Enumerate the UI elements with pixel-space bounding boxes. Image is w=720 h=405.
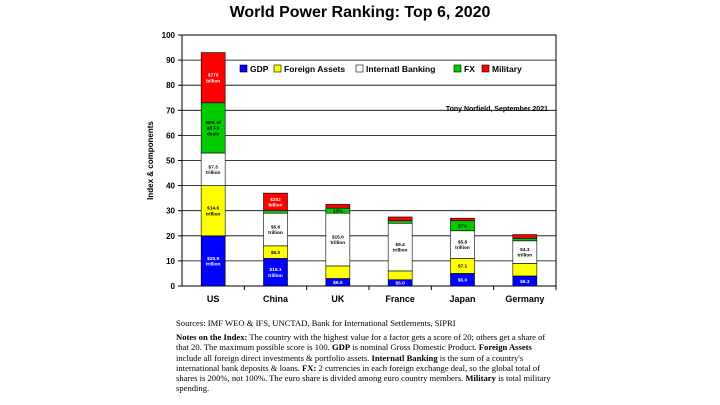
legend-label: Military bbox=[492, 64, 522, 74]
banking-def: is the sum of a country's international … bbox=[176, 352, 524, 373]
y-tick-label: 70 bbox=[166, 106, 175, 115]
data-label: $7.3 trillion bbox=[206, 164, 221, 176]
bar-segment bbox=[200, 235, 226, 287]
x-tick-label: Germany bbox=[505, 294, 544, 304]
sources-text: Sources: IMF WEO & IFS, UNCTAD, Bank for… bbox=[176, 318, 456, 328]
data-label: $6.3 bbox=[520, 279, 530, 285]
foreign-assets-term: Foreign Assets bbox=[478, 342, 532, 353]
data-label: $5.0 bbox=[395, 281, 405, 287]
bar-segment bbox=[387, 220, 413, 224]
bar-segment bbox=[512, 234, 538, 239]
legend-label: Foreign Assets bbox=[284, 64, 345, 74]
y-tick-label: 50 bbox=[166, 157, 175, 166]
data-label: $20.9 trillion bbox=[206, 256, 221, 268]
notes-intro: The country with the highest value for a… bbox=[176, 332, 546, 353]
bar-segment bbox=[325, 204, 351, 209]
legend-swatch bbox=[453, 64, 462, 73]
legend-label: FX bbox=[464, 64, 475, 74]
bar-segment bbox=[200, 102, 226, 154]
y-tick-label: 40 bbox=[166, 182, 175, 191]
bar-segment bbox=[387, 216, 413, 222]
bar-segment bbox=[325, 265, 351, 279]
x-tick-label: China bbox=[263, 294, 289, 304]
bar-segment bbox=[200, 52, 226, 104]
bar-segment bbox=[200, 185, 226, 237]
data-label: $5.8 trillion bbox=[455, 240, 470, 252]
data-label: $4.3 trillion bbox=[518, 247, 533, 259]
x-tick-label: US bbox=[207, 294, 220, 304]
legend-swatch bbox=[481, 64, 490, 73]
data-label: $5.0 bbox=[271, 250, 281, 256]
x-tick-label: France bbox=[385, 294, 415, 304]
data-label: 17% bbox=[458, 224, 468, 230]
y-tick-label: 90 bbox=[166, 56, 175, 65]
data-label: $14.6 trillion bbox=[206, 206, 221, 218]
fx-def: 2 currencies in each foreign exchange de… bbox=[176, 362, 540, 384]
y-tick-label: 80 bbox=[166, 81, 175, 90]
legend-swatch bbox=[355, 64, 364, 73]
bar-segment bbox=[450, 217, 475, 222]
bar-segment bbox=[450, 230, 475, 259]
military-def: is total military spending. bbox=[176, 373, 551, 394]
data-label: $15.1 trillion bbox=[268, 267, 283, 279]
bar-segment bbox=[263, 258, 288, 287]
bar-segment bbox=[263, 210, 288, 214]
gdp-def: is nominal Gross Domestic Product. bbox=[352, 342, 477, 353]
notes-paragraph: Notes on the Index: The country with the… bbox=[176, 332, 558, 393]
legend-swatch bbox=[273, 64, 282, 73]
y-tick-label: 0 bbox=[171, 282, 176, 291]
data-label: $5.0 bbox=[458, 278, 468, 284]
legend-label: GDP bbox=[250, 64, 269, 74]
data-label: $778 billion bbox=[206, 73, 220, 85]
legend-label: Internatl Banking bbox=[366, 64, 435, 74]
author-annotation: Tony Norfield, September 2021 bbox=[446, 106, 548, 113]
banking-term: Internatl Banking bbox=[371, 352, 438, 363]
data-label: $15.0 trillion bbox=[331, 235, 346, 247]
sources-line: Sources: IMF WEO & IFS, UNCTAD, Bank for… bbox=[176, 318, 558, 328]
chart-title: World Power Ranking: Top 6, 2020 bbox=[229, 4, 491, 21]
data-label: $7.1 bbox=[458, 264, 468, 270]
military-term: Military bbox=[465, 373, 496, 384]
data-label: $9.4 trillion bbox=[393, 242, 408, 254]
data-label: $6.0 bbox=[333, 280, 343, 286]
fx-term: FX: bbox=[302, 362, 317, 373]
bar-segment bbox=[387, 270, 413, 281]
notes-block: Sources: IMF WEO & IFS, UNCTAD, Bank for… bbox=[176, 318, 558, 397]
legend-swatch bbox=[239, 64, 248, 73]
y-tick-label: 20 bbox=[166, 232, 175, 241]
y-tick-label: 10 bbox=[166, 257, 175, 266]
y-tick-label: 30 bbox=[166, 207, 175, 216]
gdp-term: GDP bbox=[331, 342, 351, 353]
bar-segment bbox=[512, 263, 538, 277]
bar-segment bbox=[325, 212, 351, 267]
y-axis-label: Index & components bbox=[146, 121, 155, 200]
x-tick-label: Japan bbox=[449, 294, 475, 304]
data-label: $5.6 trillion bbox=[268, 225, 283, 237]
notes-heading: Notes on the Index: bbox=[176, 332, 248, 343]
y-tick-label: 100 bbox=[162, 31, 176, 40]
y-tick-label: 60 bbox=[166, 131, 175, 140]
bar-segment bbox=[263, 192, 288, 212]
data-label: 13% bbox=[333, 209, 343, 215]
foreign-assets-def: include all foreign direct investments &… bbox=[176, 352, 370, 363]
data-label: $252 billion bbox=[268, 197, 282, 209]
bar-segment bbox=[512, 238, 538, 242]
data-label: 88% of all FX deals bbox=[205, 120, 221, 137]
x-tick-label: UK bbox=[331, 294, 344, 304]
